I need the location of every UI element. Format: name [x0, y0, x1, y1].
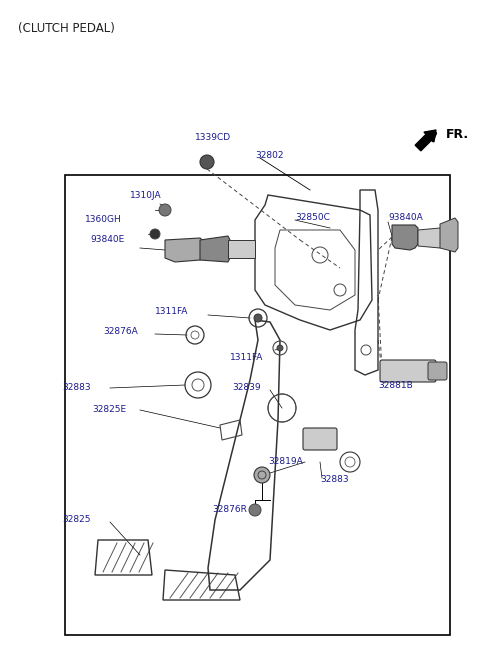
Circle shape — [150, 229, 160, 239]
Text: 32881B: 32881B — [378, 380, 413, 390]
FancyBboxPatch shape — [428, 362, 447, 380]
Text: 93840A: 93840A — [388, 214, 423, 223]
Text: (CLUTCH PEDAL): (CLUTCH PEDAL) — [18, 22, 115, 35]
FancyBboxPatch shape — [380, 360, 436, 382]
Text: 32839: 32839 — [232, 384, 261, 392]
Circle shape — [159, 204, 171, 216]
Polygon shape — [392, 225, 418, 250]
Text: FR.: FR. — [446, 128, 469, 141]
Text: 32802: 32802 — [255, 150, 284, 160]
Circle shape — [200, 155, 214, 169]
Text: 32850C: 32850C — [295, 214, 330, 223]
Bar — [65, 175, 450, 635]
Text: 1310JA: 1310JA — [130, 191, 162, 200]
Polygon shape — [228, 240, 255, 258]
Polygon shape — [165, 238, 205, 262]
Text: 1311FA: 1311FA — [155, 307, 188, 317]
Polygon shape — [440, 218, 458, 252]
Text: 32825: 32825 — [62, 516, 91, 524]
Text: 1339CD: 1339CD — [195, 133, 231, 143]
Text: 32825E: 32825E — [92, 405, 126, 415]
Circle shape — [254, 467, 270, 483]
Text: 32819A: 32819A — [268, 457, 303, 466]
Text: 32876R: 32876R — [212, 505, 247, 514]
FancyBboxPatch shape — [303, 428, 337, 450]
Text: 32876A: 32876A — [103, 327, 138, 336]
Text: 1311FA: 1311FA — [230, 353, 264, 361]
Circle shape — [254, 314, 262, 322]
Circle shape — [277, 345, 283, 351]
FancyArrow shape — [415, 130, 436, 151]
Text: 32883: 32883 — [62, 384, 91, 392]
Text: 32883: 32883 — [320, 476, 348, 484]
Circle shape — [249, 504, 261, 516]
Polygon shape — [200, 236, 230, 262]
Polygon shape — [418, 228, 442, 248]
Text: 1360GH: 1360GH — [85, 215, 122, 225]
Text: 93840E: 93840E — [90, 235, 124, 244]
